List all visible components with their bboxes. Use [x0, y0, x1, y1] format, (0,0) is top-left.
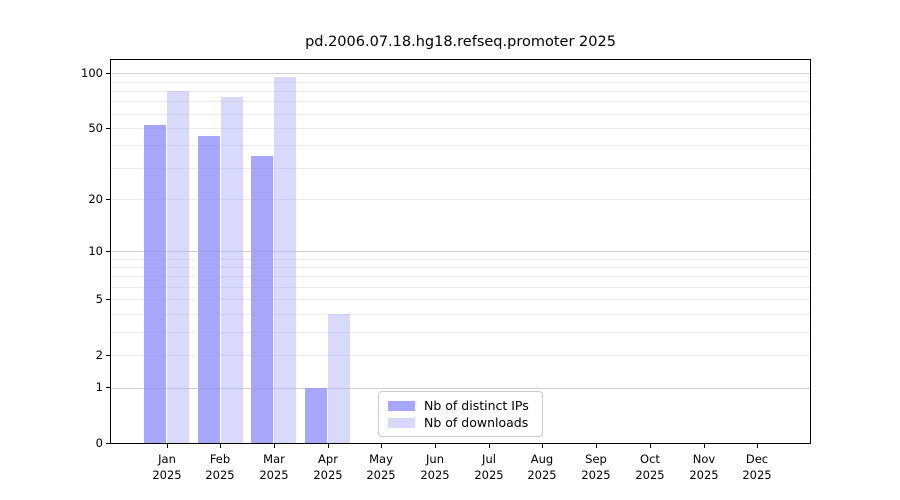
y-tick-label: 10	[88, 244, 103, 258]
legend-label-downloads: Nb of downloads	[424, 415, 529, 430]
x-tick-mark	[650, 444, 651, 448]
bar-distinct-ips-jan	[144, 124, 166, 443]
x-tick-label-jun: Jun 2025	[420, 452, 450, 482]
gridline-minor	[111, 127, 810, 129]
x-tick-mark	[596, 444, 597, 448]
x-tick-label-sep: Sep 2025	[581, 452, 611, 482]
y-tick-label: 50	[88, 121, 103, 135]
y-tick-mark	[106, 73, 110, 74]
plot-area	[110, 59, 811, 444]
bar-distinct-ips-apr	[305, 387, 328, 443]
y-tick-label: 1	[95, 380, 103, 394]
y-tick-label: 100	[81, 66, 103, 80]
y-tick-mark	[106, 443, 110, 444]
legend-item-distinct-ips: Nb of distinct IPs	[388, 397, 533, 414]
gridline-major	[111, 387, 810, 389]
legend-swatch-distinct-ips	[388, 400, 415, 411]
x-tick-label-nov: Nov 2025	[689, 452, 719, 482]
y-tick-mark	[106, 355, 110, 356]
gridline-minor	[111, 199, 810, 200]
gridline-minor	[111, 276, 810, 278]
bar-downloads-mar	[274, 77, 297, 443]
x-tick-label-may: May 2025	[366, 452, 396, 482]
gridline-minor	[111, 331, 810, 333]
gridline-minor	[111, 90, 810, 92]
gridline-minor	[111, 167, 810, 169]
legend: Nb of distinct IPs Nb of downloads	[378, 391, 543, 437]
bar-downloads-feb	[220, 97, 243, 443]
gridline-minor	[111, 299, 810, 301]
gridline-minor	[111, 81, 810, 83]
legend-item-downloads: Nb of downloads	[388, 414, 533, 431]
x-tick-mark	[274, 444, 275, 448]
x-tick-label-dec: Dec 2025	[742, 452, 772, 482]
legend-swatch-downloads	[388, 417, 415, 428]
x-tick-mark	[220, 444, 221, 448]
x-tick-label-apr: Apr 2025	[313, 452, 343, 482]
gridline-minor	[111, 113, 810, 115]
y-tick-mark	[106, 251, 110, 252]
gridline-minor	[111, 266, 810, 268]
bar-distinct-ips-feb	[197, 136, 220, 443]
chart-title: pd.2006.07.18.hg18.refseq.promoter 2025	[305, 34, 616, 50]
bar-downloads-apr	[328, 314, 351, 443]
y-tick-label: 0	[95, 436, 103, 450]
gridline-minor	[111, 287, 810, 289]
x-tick-mark	[167, 444, 168, 448]
x-tick-mark	[381, 444, 382, 448]
bar-distinct-ips-mar	[251, 155, 274, 443]
x-tick-label-jan: Jan 2025	[152, 452, 182, 482]
x-tick-mark	[328, 444, 329, 448]
x-tick-mark	[489, 444, 490, 448]
gridline-minor	[111, 101, 810, 103]
x-tick-mark	[542, 444, 543, 448]
bar-downloads-jan	[167, 90, 189, 443]
y-tick-mark	[106, 128, 110, 129]
x-tick-label-jul: Jul 2025	[474, 452, 504, 482]
x-tick-label-aug: Aug 2025	[527, 452, 557, 482]
y-tick-label: 5	[95, 292, 103, 306]
y-tick-label: 2	[95, 348, 103, 362]
legend-label-distinct-ips: Nb of distinct IPs	[424, 398, 529, 413]
gridline-minor	[111, 314, 810, 315]
x-tick-label-mar: Mar 2025	[259, 452, 289, 482]
x-tick-mark	[704, 444, 705, 448]
x-tick-label-oct: Oct 2025	[635, 452, 665, 482]
gridline-minor	[111, 355, 810, 356]
y-tick-mark	[106, 199, 110, 200]
y-tick-mark	[106, 387, 110, 388]
gridline-major	[111, 73, 810, 75]
gridline-minor	[111, 145, 810, 147]
gridline-major	[111, 250, 810, 252]
x-tick-mark	[435, 444, 436, 448]
x-tick-label-feb: Feb 2025	[205, 452, 235, 482]
y-tick-label: 20	[88, 192, 103, 206]
x-tick-mark	[757, 444, 758, 448]
gridline-minor	[111, 258, 810, 260]
y-tick-mark	[106, 299, 110, 300]
